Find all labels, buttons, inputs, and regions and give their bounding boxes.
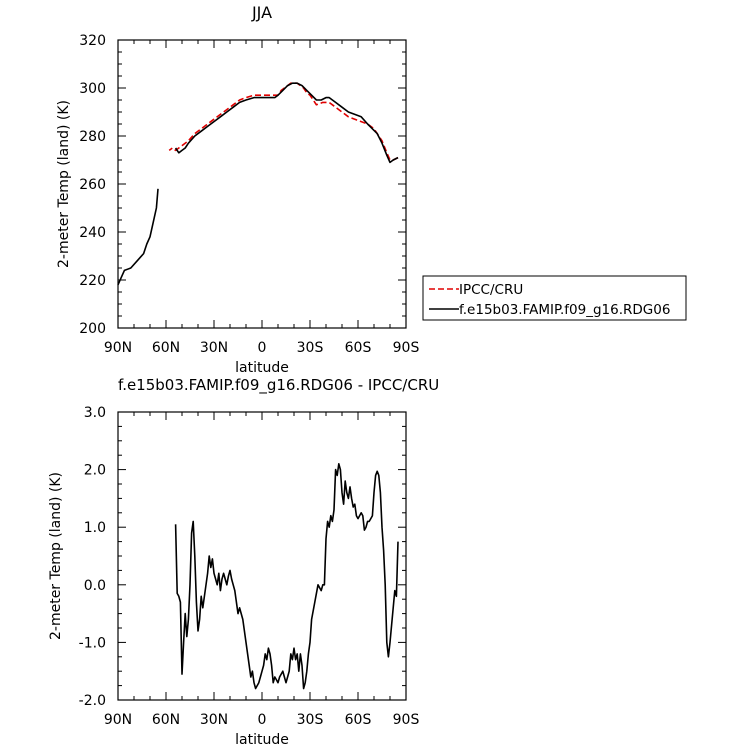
panel2-ytick-label: 2.0: [84, 463, 106, 479]
panel1-ytick-label: 280: [79, 129, 106, 145]
panel2-ytick-label: 1.0: [84, 520, 106, 536]
panel1-series-1-line: [168, 82, 399, 161]
panel1-series-2-line: [174, 82, 399, 164]
panel1-title: JJA: [251, 3, 272, 22]
panel1-xtick-label: 60S: [345, 340, 372, 356]
panel1-xtick-label: 90S: [393, 340, 420, 356]
panel2-xtick-label: 30S: [297, 712, 324, 728]
panel1-ytick-label: 260: [79, 177, 106, 193]
legend-label-2: f.e15b03.FAMIP.f09_g16.RDG06: [459, 302, 670, 318]
panel1-xtick-label: 0: [258, 340, 267, 356]
panel2-xtick-label: 60S: [345, 712, 372, 728]
panel2-ytick-label: -1.0: [79, 635, 106, 651]
panel2-xtick-label: 30N: [200, 712, 228, 728]
panel1-ytick-label: 200: [79, 321, 106, 337]
panel2-ytick-label: 3.0: [84, 405, 106, 421]
panel2-ylabel: 2-meter Temp (land) (K): [48, 472, 64, 640]
panel1-xlabel: latitude: [235, 360, 289, 376]
panel1-series-2-line: [117, 188, 159, 286]
panel1-xtick-label: 60N: [152, 340, 180, 356]
panel2-ytick-label: -2.0: [79, 693, 106, 709]
panel1-ytick-label: 300: [79, 81, 106, 97]
panel2-title: f.e15b03.FAMIP.f09_g16.RDG06 - IPCC/CRU: [118, 376, 439, 395]
panel2-series-1-line: [174, 462, 399, 690]
panel1-ylabel: 2-meter Temp (land) (K): [56, 100, 72, 268]
panel1-ytick-label: 320: [79, 33, 106, 49]
panel2-xtick-label: 60N: [152, 712, 180, 728]
panel1-xtick-label: 90N: [104, 340, 132, 356]
panel2-frame: [117, 411, 407, 701]
legend-box: [422, 275, 687, 321]
panel1-xtick-label: 30N: [200, 340, 228, 356]
panel2-xtick-label: 90S: [393, 712, 420, 728]
panel1-ytick-label: 240: [79, 225, 106, 241]
panel1-xtick-label: 30S: [297, 340, 324, 356]
panel2-xtick-label: 90N: [104, 712, 132, 728]
panel2-xtick-label: 0: [258, 712, 267, 728]
panel2-xlabel: latitude: [235, 732, 289, 748]
legend-label-1: IPCC/CRU: [459, 282, 523, 298]
panel1-ytick-label: 220: [79, 273, 106, 289]
panel2-ytick-label: 0.0: [84, 578, 106, 594]
panel1-frame: [117, 39, 407, 329]
